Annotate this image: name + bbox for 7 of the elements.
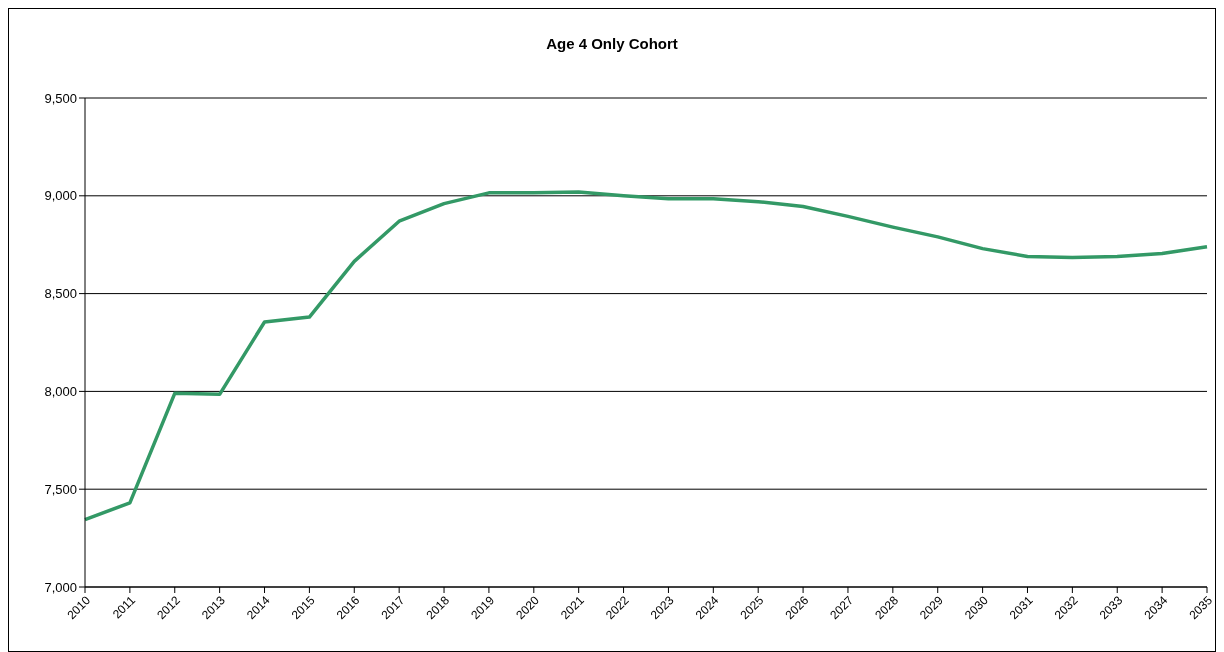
y-tick-label: 9,000 (44, 188, 77, 204)
y-tick-label: 7,500 (44, 481, 77, 497)
y-tick-label: 8,000 (44, 384, 77, 400)
y-tick-label: 7,000 (44, 579, 77, 595)
y-tick-label: 9,500 (44, 90, 77, 106)
chart-title: Age 4 Only Cohort (545, 35, 679, 52)
y-tick-label: 8,500 (44, 286, 77, 302)
